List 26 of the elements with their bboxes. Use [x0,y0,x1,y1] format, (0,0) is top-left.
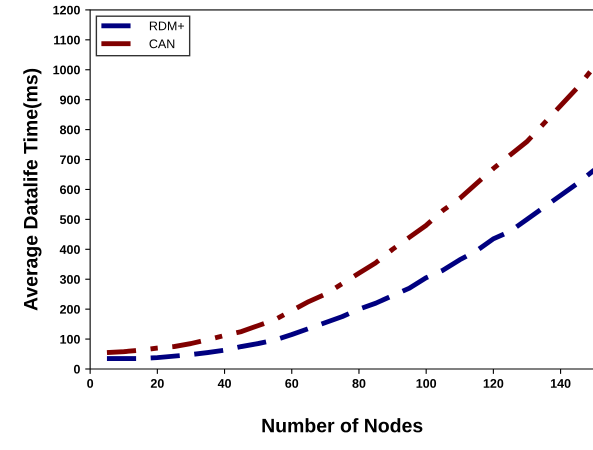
y-tick-label: 100 [60,334,80,344]
y-tick-label: 200 [60,304,80,314]
y-tick-label: 0 [74,364,80,374]
y-tick-label: 700 [60,155,80,164]
x-tick-label: 40 [218,379,231,388]
y-tick-label: 400 [60,245,80,254]
y-tick-label: 800 [60,125,80,134]
line-series [104,168,593,361]
x-axis-title: Number of Nodes [262,418,422,432]
y-tick-label: 300 [60,275,80,284]
legend-label: CAN [150,39,174,48]
x-tick-label: 0 [87,379,94,388]
y-tick-label: 900 [60,95,80,104]
x-tick-label: 120 [484,379,504,388]
x-tick-label: 100 [416,379,436,388]
y-tick-label: 1200 [53,6,80,15]
x-tick-label: 80 [352,379,366,388]
y-tick-label: 500 [60,215,80,224]
y-axis-title: Average Datalife Time(ms) [23,68,42,311]
x-tick-label: 140 [550,379,570,388]
y-tick-label: 1100 [54,36,80,44]
x-tick-label: 60 [285,379,298,388]
x-tick-label: 20 [150,379,164,388]
y-tick-label: 1000 [53,66,80,74]
legend-label: RDM+ [150,22,184,30]
y-tick-label: 600 [60,185,80,194]
